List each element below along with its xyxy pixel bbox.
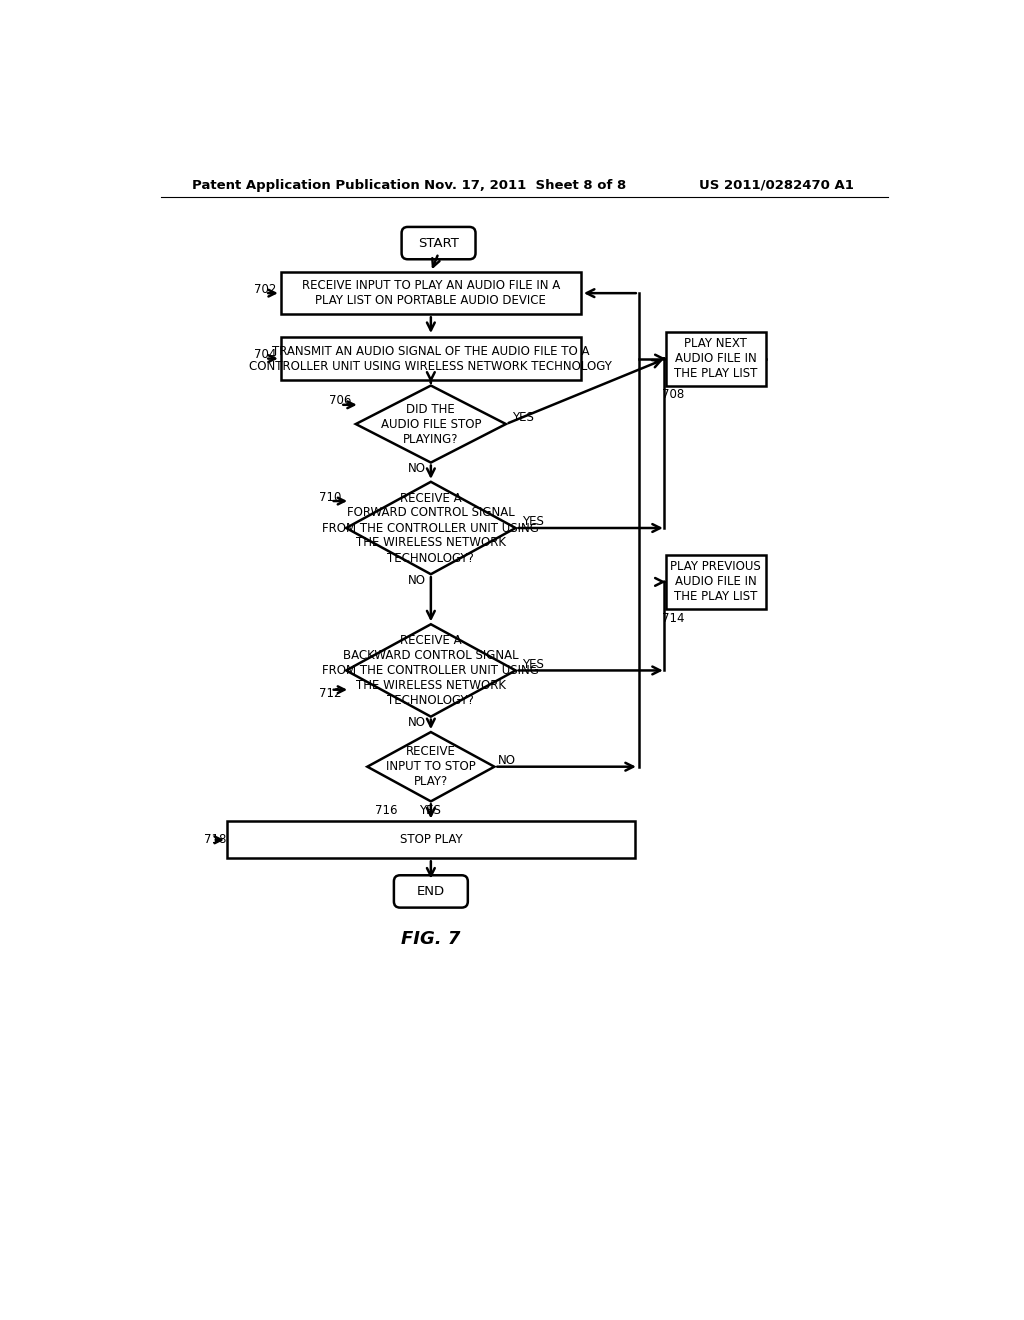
Text: NO: NO bbox=[408, 462, 426, 475]
Text: 702: 702 bbox=[254, 282, 276, 296]
Text: RECEIVE A
BACKWARD CONTROL SIGNAL
FROM THE CONTROLLER UNIT USING
THE WIRELESS NE: RECEIVE A BACKWARD CONTROL SIGNAL FROM T… bbox=[323, 634, 540, 708]
Polygon shape bbox=[355, 385, 506, 462]
Text: NO: NO bbox=[408, 574, 426, 587]
Text: STOP PLAY: STOP PLAY bbox=[399, 833, 462, 846]
Text: 716: 716 bbox=[375, 804, 397, 817]
Text: 708: 708 bbox=[662, 388, 684, 401]
Text: Nov. 17, 2011  Sheet 8 of 8: Nov. 17, 2011 Sheet 8 of 8 bbox=[424, 178, 626, 191]
Text: YES: YES bbox=[521, 657, 544, 671]
Text: RECEIVE A
FORWARD CONTROL SIGNAL
FROM THE CONTROLLER UNIT USING
THE WIRELESS NET: RECEIVE A FORWARD CONTROL SIGNAL FROM TH… bbox=[323, 491, 540, 565]
Text: END: END bbox=[417, 884, 444, 898]
Bar bbox=[226, 821, 635, 858]
Text: NO: NO bbox=[408, 717, 426, 730]
Text: YES: YES bbox=[521, 515, 544, 528]
Text: 710: 710 bbox=[319, 491, 342, 504]
Text: RECEIVE
INPUT TO STOP
PLAY?: RECEIVE INPUT TO STOP PLAY? bbox=[386, 746, 476, 788]
Text: Patent Application Publication: Patent Application Publication bbox=[193, 178, 420, 191]
Text: PLAY NEXT
AUDIO FILE IN
THE PLAY LIST: PLAY NEXT AUDIO FILE IN THE PLAY LIST bbox=[674, 337, 758, 380]
Text: PLAY PREVIOUS
AUDIO FILE IN
THE PLAY LIST: PLAY PREVIOUS AUDIO FILE IN THE PLAY LIS… bbox=[671, 561, 761, 603]
Text: DID THE
AUDIO FILE STOP
PLAYING?: DID THE AUDIO FILE STOP PLAYING? bbox=[381, 403, 481, 446]
Text: YES: YES bbox=[512, 412, 534, 425]
Text: 718: 718 bbox=[204, 833, 226, 846]
Bar bbox=[281, 272, 581, 314]
FancyBboxPatch shape bbox=[394, 875, 468, 908]
Text: TRANSMIT AN AUDIO SIGNAL OF THE AUDIO FILE TO A
CONTROLLER UNIT USING WIRELESS N: TRANSMIT AN AUDIO SIGNAL OF THE AUDIO FI… bbox=[250, 345, 612, 372]
Polygon shape bbox=[368, 733, 495, 801]
Text: FIG. 7: FIG. 7 bbox=[401, 929, 461, 948]
Text: NO: NO bbox=[499, 754, 516, 767]
Text: US 2011/0282470 A1: US 2011/0282470 A1 bbox=[699, 178, 854, 191]
Bar bbox=[666, 331, 766, 385]
Text: RECEIVE INPUT TO PLAY AN AUDIO FILE IN A
PLAY LIST ON PORTABLE AUDIO DEVICE: RECEIVE INPUT TO PLAY AN AUDIO FILE IN A… bbox=[302, 279, 560, 308]
Text: 714: 714 bbox=[662, 611, 684, 624]
Polygon shape bbox=[346, 624, 515, 717]
Text: YES: YES bbox=[419, 804, 441, 817]
Text: START: START bbox=[418, 236, 459, 249]
Text: 712: 712 bbox=[319, 686, 342, 700]
Bar bbox=[281, 338, 581, 380]
Polygon shape bbox=[346, 482, 515, 574]
Text: 706: 706 bbox=[329, 395, 351, 408]
Bar bbox=[666, 554, 766, 609]
FancyBboxPatch shape bbox=[401, 227, 475, 259]
Text: 704: 704 bbox=[254, 348, 276, 362]
